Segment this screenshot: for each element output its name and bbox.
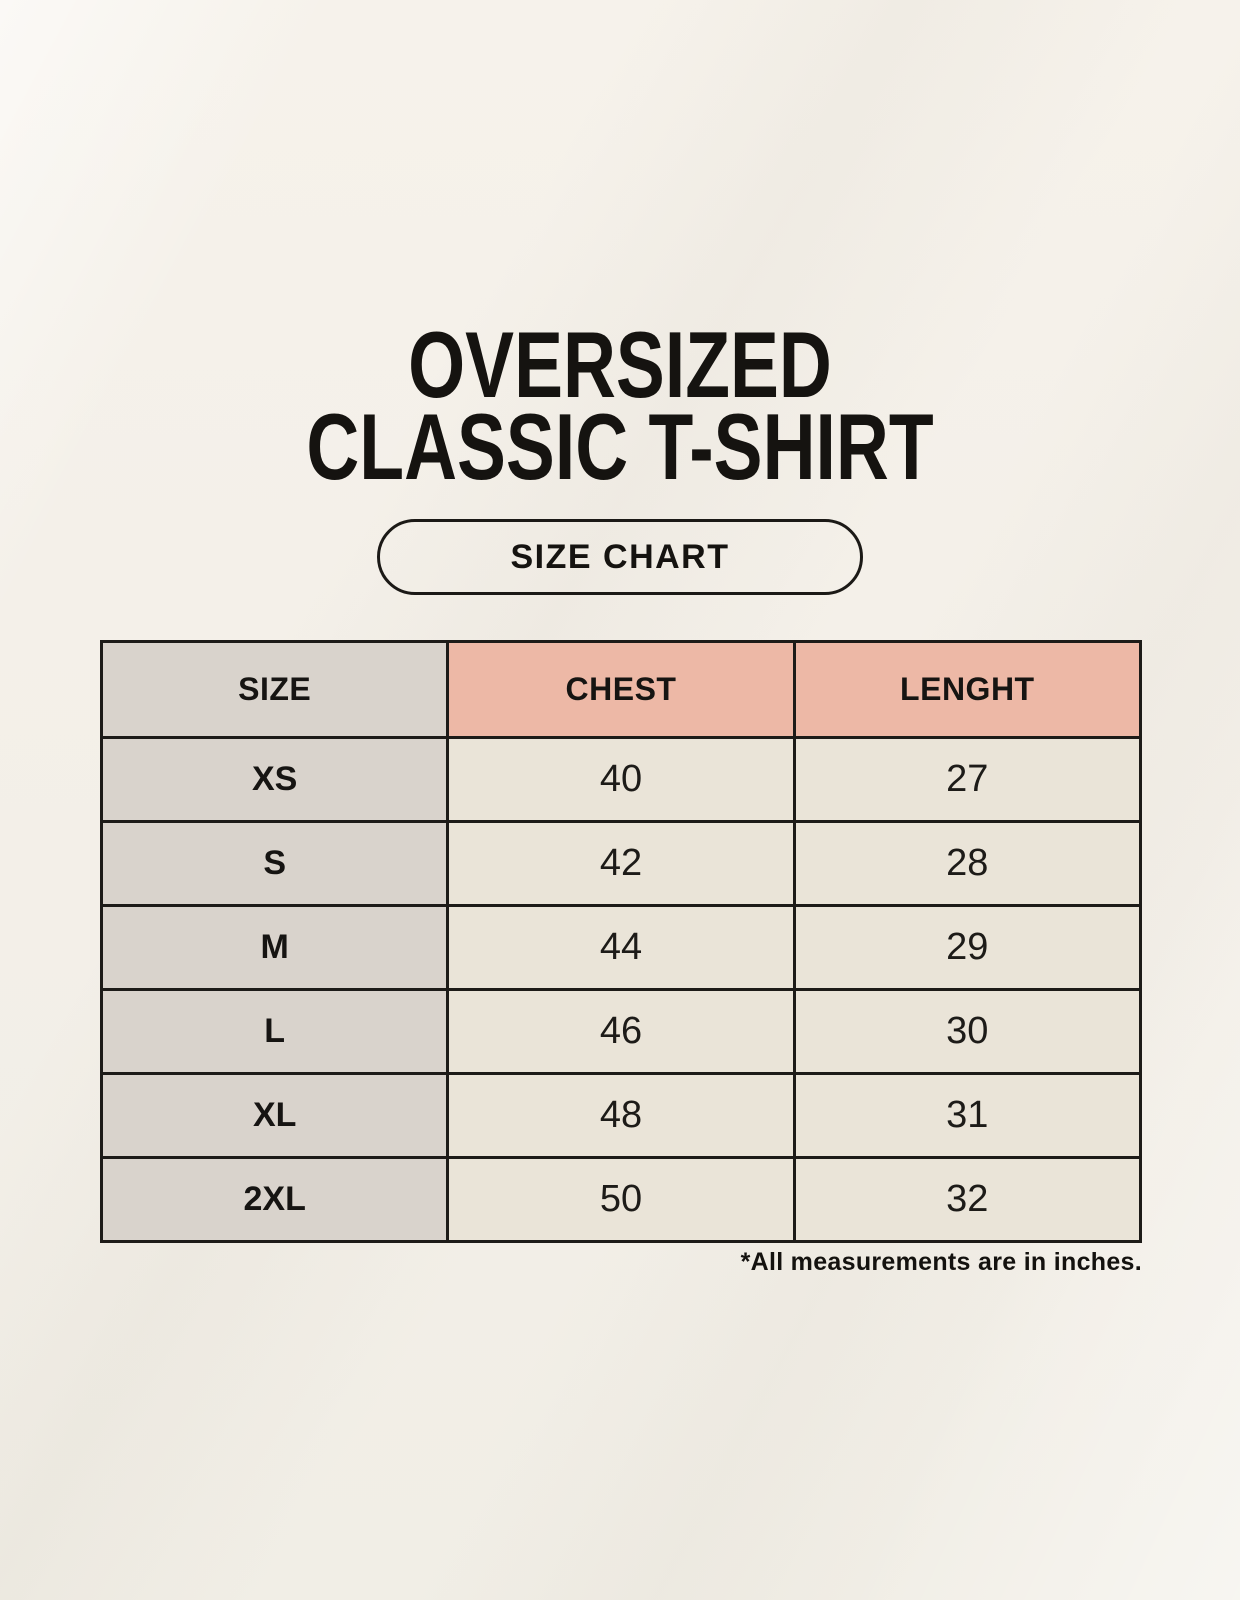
page-title-line2: CLASSIC T-SHIRT [306,394,934,499]
size-chart-button-label: SIZE CHART [510,537,730,576]
table-row: M 44 29 [103,904,1139,988]
cell-lenght: 29 [792,904,1139,988]
column-header-chest: CHEST [446,643,793,736]
cell-size: L [103,988,447,1072]
cell-chest: 40 [446,736,793,820]
cell-lenght: 27 [792,736,1139,820]
cell-size: M [103,904,447,988]
table-row: S 42 28 [103,820,1139,904]
table-row: 2XL 50 32 [103,1156,1139,1240]
cell-lenght: 31 [792,1072,1139,1156]
cell-chest: 44 [446,904,793,988]
table-row: XL 48 31 [103,1072,1139,1156]
measurements-footnote: *All measurements are in inches. [740,1248,1142,1276]
size-chart-button[interactable]: SIZE CHART [377,519,863,595]
size-chart-table: SIZE CHEST LENGHT XS 40 27 S 42 28 M 44 … [100,640,1142,1243]
cell-chest: 46 [446,988,793,1072]
cell-chest: 42 [446,820,793,904]
cell-chest: 48 [446,1072,793,1156]
page-title-line1: OVERSIZED [408,312,832,417]
page-title: OVERSIZED CLASSIC T-SHIRT [136,312,1103,499]
column-header-size: SIZE [103,643,447,736]
cell-size: 2XL [103,1156,447,1240]
table-header-row: SIZE CHEST LENGHT [103,643,1139,736]
cell-lenght: 30 [792,988,1139,1072]
cell-chest: 50 [446,1156,793,1240]
table-row: L 46 30 [103,988,1139,1072]
cell-lenght: 28 [792,820,1139,904]
cell-lenght: 32 [792,1156,1139,1240]
cell-size: XS [103,736,447,820]
cell-size: S [103,820,447,904]
table-row: XS 40 27 [103,736,1139,820]
column-header-lenght: LENGHT [792,643,1139,736]
cell-size: XL [103,1072,447,1156]
